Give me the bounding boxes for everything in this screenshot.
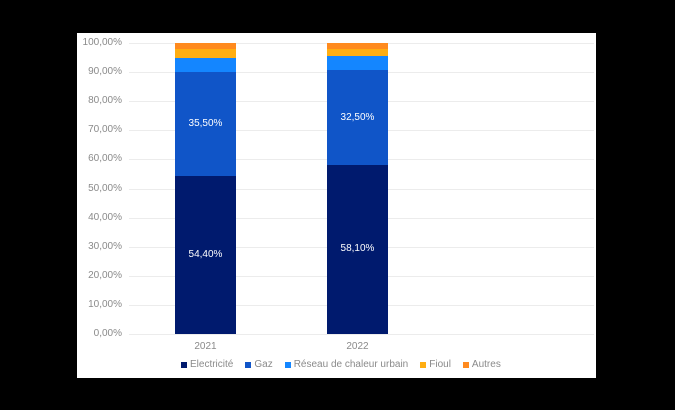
legend-label: Autres <box>471 359 501 370</box>
bar-segment[interactable] <box>175 48 236 58</box>
bar-segment[interactable] <box>175 72 236 176</box>
y-tick-label: 10,00% <box>88 298 122 310</box>
bar-segment[interactable] <box>175 175 236 334</box>
y-tick-label: 80,00% <box>88 95 122 107</box>
x-tick-label: 2021 <box>194 341 217 352</box>
bar-2022[interactable]: 58,10% 32,50% <box>327 33 388 378</box>
y-tick-label: 30,00% <box>88 240 122 252</box>
chart-panel: 0,00% 10,00% 20,00% 30,00% 40,00% 50,00% 60,00… <box>77 33 596 378</box>
data-label: 54,40% <box>188 248 223 260</box>
legend-swatch-icon <box>420 361 427 368</box>
y-tick-label: 70,00% <box>88 124 122 136</box>
bar-segment[interactable] <box>327 70 388 165</box>
legend-swatch-icon <box>181 361 187 368</box>
legend-label: Electricité <box>190 359 234 370</box>
data-label: 58,10% <box>340 243 375 255</box>
data-label: 32,50% <box>340 111 375 123</box>
legend-item[interactable]: Fioul <box>420 359 451 370</box>
gridline <box>129 334 594 335</box>
legend-swatch-icon <box>245 361 252 368</box>
legend: Electricité Gaz Réseau de chaleur urbain Fi… <box>181 359 501 370</box>
y-tick-label: 0,00% <box>93 328 122 339</box>
y-tick-label: 100,00% <box>82 37 122 48</box>
bar-segment[interactable] <box>175 43 236 49</box>
bar-segment[interactable] <box>327 55 388 71</box>
y-tick-label: 60,00% <box>88 153 122 165</box>
legend-swatch-icon <box>462 361 469 368</box>
legend-swatch-icon <box>284 361 291 368</box>
bar-segment[interactable] <box>327 43 388 49</box>
x-tick-label: 2022 <box>346 341 369 352</box>
y-tick-label: 20,00% <box>88 269 122 281</box>
legend-item[interactable]: Electricité <box>181 359 233 370</box>
bar-segment[interactable] <box>175 57 236 73</box>
legend-item[interactable]: Gaz <box>245 359 273 370</box>
data-label: 35,50% <box>188 118 223 130</box>
y-tick-label: 90,00% <box>88 66 122 78</box>
legend-item[interactable]: Réseau de chaleur urbain <box>284 359 409 370</box>
y-tick-label: 50,00% <box>88 182 122 194</box>
bar-2021[interactable]: 54,40% 35,50% <box>175 33 236 378</box>
legend-label: Réseau de chaleur urbain <box>293 359 409 370</box>
bar-segment[interactable] <box>327 48 388 56</box>
bar-segment[interactable] <box>327 164 388 334</box>
y-tick-label: 40,00% <box>88 211 122 223</box>
legend-item[interactable]: Autres <box>462 359 501 370</box>
legend-label: Gaz <box>254 359 273 370</box>
legend-label: Fioul <box>429 359 451 370</box>
